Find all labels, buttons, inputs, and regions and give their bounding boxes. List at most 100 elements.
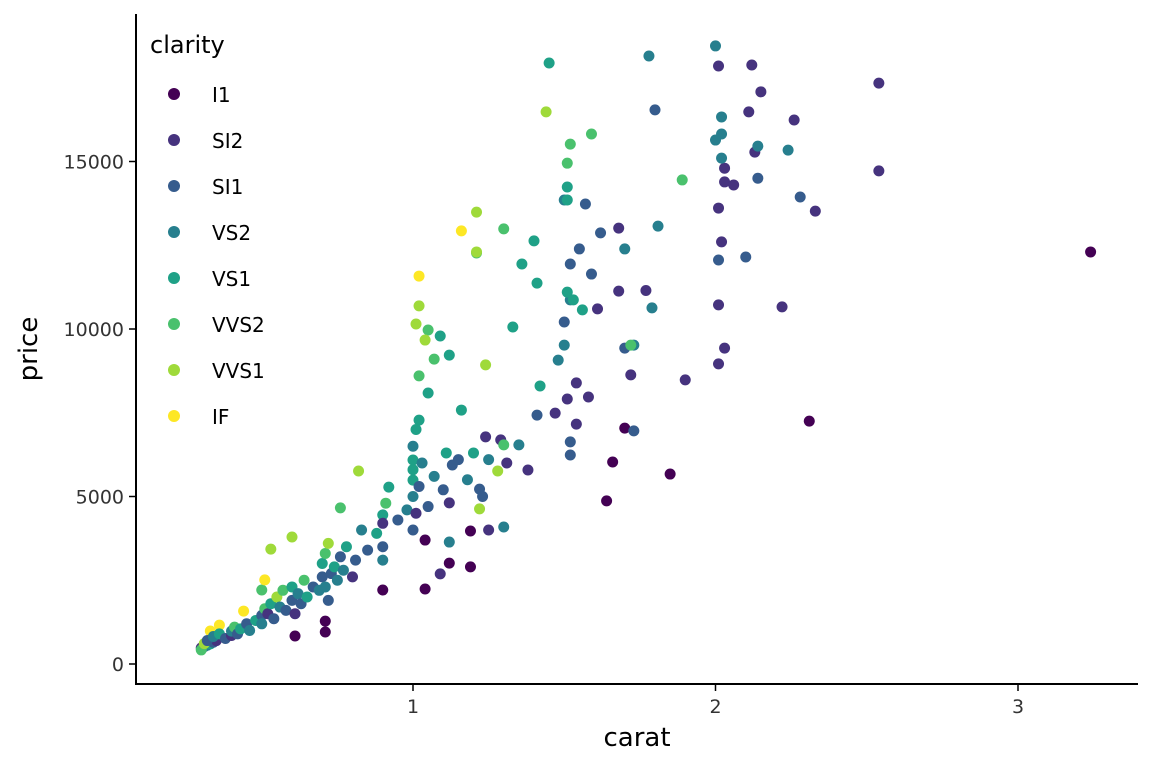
point-SI1 xyxy=(564,436,576,448)
point-SI1 xyxy=(413,480,425,492)
point-SI2 xyxy=(582,391,594,403)
point-IF xyxy=(259,574,271,586)
legend-key-VS1 xyxy=(168,272,180,284)
point-I1 xyxy=(289,630,301,642)
point-SI2 xyxy=(483,524,495,536)
y-axis-label: price xyxy=(14,317,44,382)
point-VVS2 xyxy=(413,370,425,382)
point-VS1 xyxy=(301,591,313,603)
point-VS2 xyxy=(710,134,721,146)
point-VS1 xyxy=(468,447,479,459)
point-SI2 xyxy=(570,377,582,389)
point-VS2 xyxy=(401,504,413,516)
point-SI1 xyxy=(477,491,489,502)
point-VVS2 xyxy=(380,497,392,509)
legend-key-VVS1 xyxy=(168,364,180,376)
point-VVS2 xyxy=(422,324,434,336)
y-axis-ticks: 0 5000 10000 15000 xyxy=(64,152,136,676)
point-VVS1 xyxy=(480,359,492,371)
point-SI1 xyxy=(564,449,576,461)
legend-title: clarity xyxy=(150,31,225,59)
point-VS2 xyxy=(710,40,721,52)
point-SI1 xyxy=(392,514,404,526)
point-VS2 xyxy=(292,588,304,600)
x-tick-label: 1 xyxy=(407,696,419,718)
point-VS1 xyxy=(407,454,419,466)
point-VS2 xyxy=(552,354,564,366)
point-SI2 xyxy=(719,342,731,354)
point-VVS2 xyxy=(676,174,688,186)
point-VS2 xyxy=(337,564,349,576)
point-I1 xyxy=(464,525,476,537)
point-VS1 xyxy=(561,286,573,298)
point-I1 xyxy=(419,534,431,546)
point-SI1 xyxy=(316,571,328,583)
point-VS1 xyxy=(455,404,467,416)
x-tick-label: 2 xyxy=(709,696,721,718)
legend-label: IF xyxy=(212,405,229,429)
point-VVS2 xyxy=(498,439,510,451)
point-VS2 xyxy=(716,111,728,123)
point-SI2 xyxy=(776,301,788,313)
point-SI1 xyxy=(752,172,764,184)
point-SI2 xyxy=(640,284,652,296)
point-VVS2 xyxy=(334,502,346,514)
legend-key-SI2 xyxy=(168,134,180,146)
point-VVS1 xyxy=(353,465,365,477)
point-SI1 xyxy=(579,198,591,210)
point-VS2 xyxy=(643,50,655,62)
point-VS1 xyxy=(371,527,383,539)
y-tick-label: 0 xyxy=(112,654,124,676)
point-I1 xyxy=(377,584,389,596)
point-VS2 xyxy=(513,439,525,451)
point-VS2 xyxy=(319,581,331,593)
point-VVS1 xyxy=(540,106,552,118)
point-VVS1 xyxy=(471,206,483,218)
point-SI2 xyxy=(716,236,728,248)
point-SI1 xyxy=(350,554,362,566)
point-I1 xyxy=(664,468,676,480)
point-SI2 xyxy=(728,179,740,191)
point-SI2 xyxy=(289,608,301,620)
point-VVS2 xyxy=(277,584,289,596)
point-SI2 xyxy=(713,202,725,214)
point-VVS2 xyxy=(564,138,576,150)
point-I1 xyxy=(803,415,815,427)
point-VS2 xyxy=(619,243,631,255)
point-I1 xyxy=(619,422,631,434)
point-VS2 xyxy=(407,491,419,502)
legend-label: VS2 xyxy=(212,221,251,245)
point-SI1 xyxy=(377,541,389,553)
point-SI2 xyxy=(613,285,625,297)
point-VS1 xyxy=(528,235,540,247)
point-VS2 xyxy=(377,554,389,566)
point-VS2 xyxy=(356,524,368,536)
point-SI2 xyxy=(873,77,885,89)
point-I1 xyxy=(1085,246,1097,258)
point-VS1 xyxy=(407,464,419,476)
point-VS1 xyxy=(443,349,455,361)
point-VS2 xyxy=(416,457,428,469)
point-VS2 xyxy=(443,536,455,548)
point-IF xyxy=(455,225,467,237)
point-SI1 xyxy=(564,258,576,270)
point-SI1 xyxy=(794,191,806,203)
point-VS1 xyxy=(328,561,340,573)
y-tick-label: 10000 xyxy=(64,319,124,341)
point-SI1 xyxy=(437,484,449,496)
point-VVS2 xyxy=(428,353,440,365)
point-VS2 xyxy=(407,440,419,452)
point-VS1 xyxy=(543,57,555,69)
point-VS2 xyxy=(428,470,440,482)
point-SI2 xyxy=(743,106,755,118)
legend-label: I1 xyxy=(212,83,231,107)
point-VS1 xyxy=(534,380,546,392)
point-VVS1 xyxy=(413,300,425,312)
point-SI1 xyxy=(649,104,661,116)
x-axis-label: carat xyxy=(603,723,670,753)
point-SI2 xyxy=(873,165,885,177)
point-I1 xyxy=(419,583,431,595)
point-I1 xyxy=(319,615,331,627)
point-SI1 xyxy=(422,501,434,513)
